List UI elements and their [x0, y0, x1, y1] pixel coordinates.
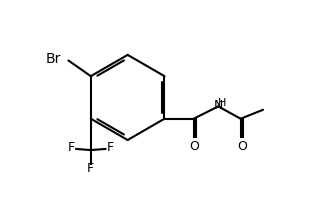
Text: F: F	[87, 162, 94, 174]
Text: O: O	[189, 140, 199, 153]
Text: F: F	[106, 141, 114, 154]
Text: Br: Br	[45, 52, 60, 66]
Text: O: O	[237, 140, 247, 153]
Text: F: F	[68, 141, 75, 154]
Text: H: H	[218, 98, 226, 108]
Text: N: N	[214, 99, 223, 112]
